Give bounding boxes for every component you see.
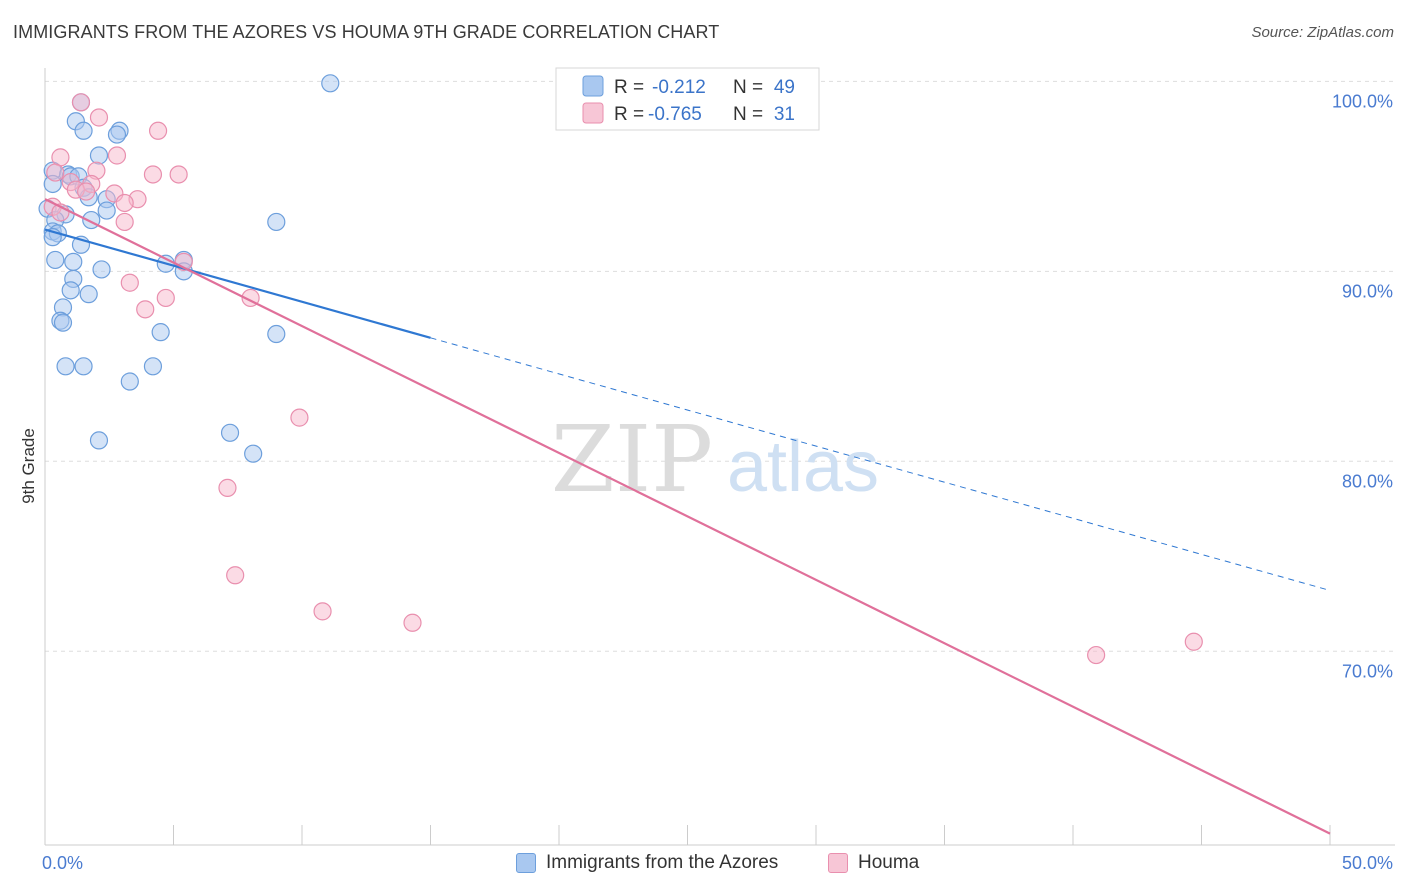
grid-layer	[45, 80, 1395, 652]
data-point-houma	[226, 566, 245, 585]
y-tick-label: 100.0%	[1332, 91, 1393, 111]
legend-top-r-value-pink: -0.765	[648, 104, 702, 125]
data-point-houma	[403, 613, 422, 632]
legend-top: R = -0.212 N = 49 R = -0.765 N = 31	[555, 67, 820, 131]
data-point-houma	[89, 108, 109, 127]
data-point-azores	[74, 121, 93, 140]
data-point-azores	[97, 201, 116, 220]
legend-top-n-value-pink: 31	[774, 104, 795, 125]
data-point-azores	[107, 125, 127, 144]
data-point-houma	[143, 165, 163, 184]
y-tick-label: 90.0%	[1342, 281, 1393, 301]
data-point-houma	[136, 300, 155, 319]
data-point-houma	[77, 182, 96, 201]
data-point-azores	[74, 357, 93, 376]
data-point-azores	[53, 313, 73, 332]
legend-bottom: Immigrants from the Azores Houma	[0, 852, 1406, 878]
data-point-houma	[290, 408, 309, 427]
data-point-houma	[218, 478, 237, 497]
legend-top-r-value-blue: -0.212	[652, 77, 706, 98]
chart-title: IMMIGRANTS FROM THE AZORES VS HOUMA 9TH …	[13, 22, 720, 42]
data-point-houma	[313, 602, 332, 621]
data-point-houma	[169, 165, 188, 184]
trendline-azores	[44, 228, 431, 339]
legend-label-azores: Immigrants from the Azores	[546, 852, 779, 873]
legend-label-houma: Houma	[858, 852, 920, 873]
axis-layer: 100.0% 90.0% 80.0% 70.0% 0.0% 50.0%	[42, 68, 1395, 873]
legend-top-n-label-pink: N =	[733, 104, 763, 125]
data-point-azores	[56, 357, 75, 376]
x-tick-label: 0.0%	[42, 853, 83, 873]
data-point-houma	[1184, 632, 1203, 651]
data-point-azores	[267, 324, 286, 344]
watermark-atlas: atlas	[727, 427, 879, 507]
legend-swatch-houma	[828, 853, 848, 873]
y-axis-title: 9th Grade	[19, 428, 38, 504]
data-point-azores	[143, 357, 163, 376]
data-point-azores	[151, 323, 170, 342]
legend-swatch-azores	[516, 853, 536, 873]
data-point-houma	[115, 212, 134, 232]
data-point-azores	[61, 281, 80, 300]
points-layer	[38, 74, 1203, 665]
watermark: ZIP atlas	[551, 406, 879, 513]
legend-top-n-label-blue: N =	[733, 77, 763, 98]
data-point-azores	[321, 74, 340, 93]
data-point-houma	[156, 288, 175, 308]
watermark-zip: ZIP	[551, 406, 713, 513]
y-tick-label: 70.0%	[1342, 661, 1393, 681]
data-point-azores	[79, 285, 98, 304]
trend-layer	[44, 198, 1331, 835]
data-point-azores	[46, 250, 65, 270]
data-point-houma	[148, 121, 168, 140]
data-point-houma	[51, 148, 70, 167]
trendline-houma	[44, 198, 1331, 835]
data-point-houma	[107, 146, 127, 165]
legend-top-n-value-blue: 49	[774, 77, 795, 98]
data-point-azores	[267, 212, 286, 232]
x-tick-label: 50.0%	[1342, 853, 1393, 873]
data-point-houma	[120, 273, 139, 292]
legend-item-azores[interactable]: Immigrants from the Azores	[516, 852, 778, 874]
y-tick-label: 80.0%	[1342, 471, 1393, 491]
trendline-azores-extension	[430, 337, 1331, 591]
data-point-houma	[46, 163, 65, 182]
legend-top-r-label-blue: R =	[614, 77, 644, 98]
legend-item-houma[interactable]: Houma	[828, 852, 919, 874]
data-point-houma	[71, 93, 91, 112]
legend-top-r-label-pink: R =	[614, 104, 644, 125]
data-point-azores	[64, 252, 83, 271]
legend-top-swatch-pink	[582, 102, 604, 124]
data-point-azores	[220, 423, 240, 442]
data-point-azores	[89, 146, 109, 165]
data-point-azores	[120, 372, 139, 391]
data-point-azores	[244, 444, 263, 463]
data-point-azores	[92, 260, 111, 279]
legend-top-swatch-blue	[582, 75, 604, 97]
data-point-azores	[89, 431, 109, 450]
source-credit: Source: ZipAtlas.com	[1251, 24, 1394, 41]
data-point-houma	[1087, 645, 1106, 665]
data-point-houma	[115, 193, 134, 213]
